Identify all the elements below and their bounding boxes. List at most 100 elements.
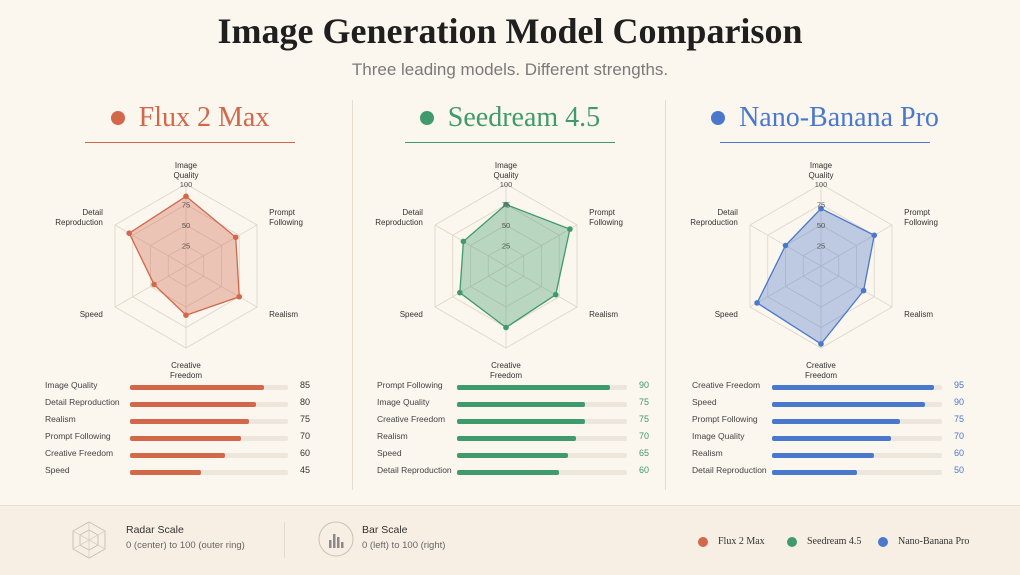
header-underline bbox=[85, 142, 295, 143]
tick-label: 75 bbox=[817, 201, 825, 210]
axis-label-line: Realism bbox=[904, 310, 933, 319]
bar-fill bbox=[130, 385, 265, 390]
legend-label: Nano-Banana Pro bbox=[898, 536, 970, 547]
bar-fill bbox=[457, 419, 585, 424]
grid-spoke bbox=[505, 265, 578, 308]
bar-row: Realism 70 bbox=[345, 431, 675, 448]
bar-track bbox=[457, 419, 627, 424]
bar-fill bbox=[772, 419, 900, 424]
radar-scale-icon bbox=[72, 521, 106, 559]
axis-label: Prompt Following bbox=[589, 208, 623, 227]
bar-track bbox=[130, 402, 288, 407]
bar-value: 60 bbox=[300, 448, 311, 458]
axis-label: Prompt Following bbox=[904, 208, 938, 227]
bar-row: Image Quality 85 bbox=[25, 380, 355, 397]
bar-fill bbox=[457, 436, 576, 441]
model-name: Seedream 4.5 bbox=[447, 102, 601, 133]
axis-label: Detail Reproduction bbox=[375, 208, 423, 227]
bar-label: Detail Reproduction bbox=[45, 397, 120, 407]
bar-value: 75 bbox=[639, 397, 650, 407]
axis-label-line: Reproduction bbox=[690, 218, 738, 227]
radar-point bbox=[754, 300, 760, 306]
axis-label-line: Following bbox=[589, 218, 623, 227]
axis-label-line: Detail bbox=[82, 208, 103, 217]
legend-label: Flux 2 Max bbox=[718, 536, 765, 547]
series-dot bbox=[711, 111, 726, 125]
axis-label: Realism bbox=[269, 310, 298, 319]
bar-value: 85 bbox=[300, 380, 311, 390]
axis-label-line: Creative bbox=[806, 361, 836, 370]
legend-dot bbox=[787, 536, 797, 547]
axis-label-line: Prompt bbox=[589, 208, 616, 217]
panel-header: Seedream 4.5 bbox=[345, 96, 675, 140]
bar-row: Speed 65 bbox=[345, 448, 675, 465]
bar-track bbox=[457, 453, 627, 458]
bar-scale-desc: 0 (left) to 100 (right) bbox=[362, 540, 446, 551]
axis-label-line: Speed bbox=[715, 310, 738, 319]
legend-item-nano: Nano-Banana Pro bbox=[878, 536, 969, 547]
legend-dot bbox=[878, 536, 888, 547]
axis-label-line: Speed bbox=[80, 310, 103, 319]
radar-point bbox=[503, 324, 509, 331]
bar-label: Realism bbox=[377, 431, 408, 441]
panel-header: Flux 2 Max bbox=[25, 96, 355, 140]
axis-label-line: Prompt bbox=[269, 208, 296, 217]
axis-label-line: Image bbox=[810, 161, 833, 170]
model-name: Flux 2 Max bbox=[138, 102, 270, 133]
axis-label-line: Detail bbox=[402, 208, 423, 217]
bar-label: Detail Reproduction bbox=[692, 465, 767, 475]
radar-point bbox=[236, 293, 243, 300]
bar-label: Realism bbox=[692, 448, 723, 458]
bar-row: Speed 90 bbox=[660, 397, 990, 414]
page-subtitle: Three leading models. Different strength… bbox=[351, 60, 669, 79]
nano-panel: Nano-Banana Pro 100 75 50 25 Image Quality Pro… bbox=[660, 96, 990, 496]
axis-label-line: Detail bbox=[717, 208, 738, 217]
bar-value: 95 bbox=[954, 380, 965, 390]
grid-spoke bbox=[820, 265, 893, 308]
tick-label: 50 bbox=[817, 221, 825, 230]
axis-label-line: Reproduction bbox=[375, 218, 423, 227]
axis-label: Image Quality bbox=[494, 161, 519, 180]
axis-label-line: Freedom bbox=[805, 371, 837, 378]
tick-label: 100 bbox=[500, 180, 513, 189]
bar-track bbox=[130, 436, 288, 441]
radar-point bbox=[552, 291, 559, 298]
radar-point bbox=[860, 287, 867, 294]
bar-track bbox=[457, 470, 627, 475]
bar-value: 75 bbox=[954, 414, 965, 424]
bar-value: 60 bbox=[954, 448, 965, 458]
bar-row: Image Quality 75 bbox=[345, 397, 675, 414]
panel-divider bbox=[352, 100, 353, 490]
bar-label: Prompt Following bbox=[692, 414, 758, 424]
legend-item-flux: Flux 2 Max bbox=[698, 536, 765, 547]
bar-value: 70 bbox=[954, 431, 965, 441]
bar-value: 75 bbox=[300, 414, 311, 424]
radar-area bbox=[459, 203, 571, 329]
legend-dot bbox=[698, 536, 708, 547]
bar-row: Creative Freedom 75 bbox=[345, 414, 675, 431]
bar-fill bbox=[457, 402, 585, 407]
grid-spoke bbox=[114, 265, 187, 308]
bar-track bbox=[772, 453, 942, 458]
radar-point bbox=[151, 281, 157, 288]
bar-label: Image Quality bbox=[692, 431, 745, 441]
tick-label: 75 bbox=[182, 201, 190, 210]
legend-item-seedream: Seedream 4.5 bbox=[787, 536, 861, 547]
bar-track bbox=[772, 470, 942, 475]
tick-label: 100 bbox=[180, 180, 193, 189]
bar-fill bbox=[457, 470, 559, 475]
axis-label-line: Freedom bbox=[490, 371, 522, 378]
radar-scale-title: Radar Scale bbox=[126, 524, 184, 536]
grid-spoke bbox=[749, 265, 822, 308]
page-title: Image Generation Model Comparison bbox=[217, 11, 803, 51]
bar-value: 50 bbox=[954, 465, 965, 475]
axis-label-line: Image bbox=[175, 161, 198, 170]
bar-fill bbox=[772, 402, 925, 407]
grid-spoke bbox=[434, 265, 507, 308]
bar-value: 70 bbox=[300, 431, 311, 441]
bar-track bbox=[772, 402, 942, 407]
bar-list: Creative Freedom 95 Speed 90 Prompt Followin… bbox=[660, 380, 990, 482]
axis-label: Creative Freedom bbox=[490, 361, 522, 378]
radar-scale-desc: 0 (center) to 100 (outer ring) bbox=[126, 540, 245, 551]
radar-point bbox=[457, 289, 463, 296]
